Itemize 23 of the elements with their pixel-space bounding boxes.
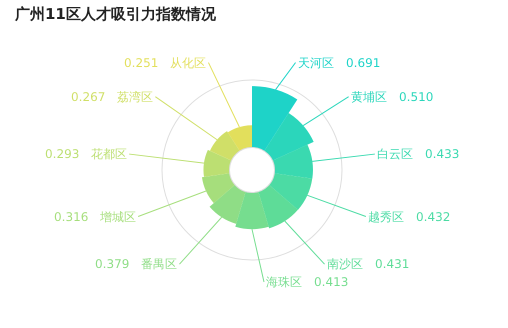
category-label: 从化区 <box>170 56 206 70</box>
data-label: 0.432 <box>416 210 450 224</box>
data-label: 0.379 <box>95 257 130 271</box>
data-label: 0.691 <box>346 56 380 70</box>
data-label: 0.267 <box>71 90 106 104</box>
data-label: 0.293 <box>45 147 80 161</box>
category-label: 南沙区 <box>327 257 363 271</box>
data-label: 0.413 <box>314 275 348 289</box>
category-label: 荔湾区 <box>117 90 153 104</box>
category-label: 黄埔区 <box>351 90 387 104</box>
category-label: 花都区 <box>91 147 127 161</box>
category-label: 海珠区 <box>266 275 302 289</box>
data-label: 0.251 <box>124 56 158 70</box>
category-label: 番禺区 <box>141 257 177 271</box>
data-label: 0.431 <box>375 257 410 271</box>
category-label: 白云区 <box>377 147 413 161</box>
data-label: 0.433 <box>425 147 460 161</box>
text: 广州11区人才吸引力指数情况 <box>14 5 217 23</box>
category-label: 越秀区 <box>368 210 404 224</box>
data-label: 0.316 <box>54 210 88 224</box>
data-label: 0.510 <box>399 90 434 104</box>
category-label: 增城区 <box>99 210 136 224</box>
category-label: 天河区 <box>298 56 334 70</box>
